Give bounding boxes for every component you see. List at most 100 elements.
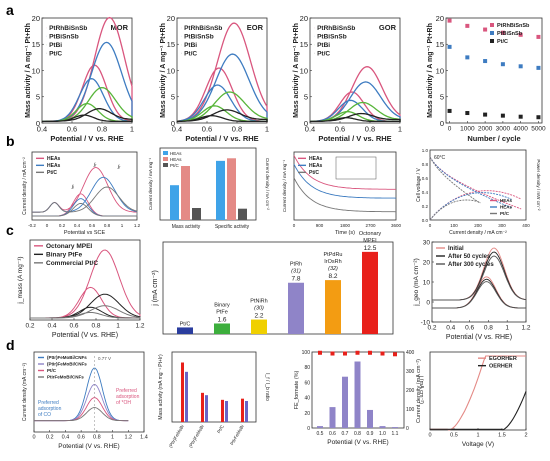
a3-tag: GOR (379, 23, 397, 32)
d1-ylabel: Current density (mA cm⁻²) (22, 363, 28, 422)
b4-ytick-label: 0.4 (422, 190, 429, 195)
a1-xlabel: Potential / V vs. RHE (50, 134, 123, 143)
d1-xtick-label: 1.2 (124, 435, 132, 441)
b4-xtick-label: 200 (474, 223, 482, 228)
a3-ylabel: Mass activity / A mg⁻¹ Pt+Rh (293, 23, 300, 118)
d1-legend-label: Pt/C (47, 368, 57, 373)
d3-fe-point (343, 351, 347, 356)
b4-xtick-label: 0 (429, 223, 432, 228)
a3-xtick-label: 0.8 (365, 125, 375, 134)
a3-ytick-label: 20 (300, 14, 308, 23)
panel-label-a: a (6, 2, 14, 18)
a3-xtick-label: 0.6 (335, 125, 345, 134)
b3-ylabel: Current density / mA mg⁻¹ (282, 159, 287, 212)
b2-bar-1 (181, 166, 190, 220)
d2-category-label: Pt/C (216, 423, 225, 434)
d3-bar (392, 427, 398, 428)
c2-bar-0 (177, 327, 193, 334)
c2-value-label: 7.8 (291, 276, 300, 283)
d3-fe-point (368, 350, 372, 355)
a1-legend-label: Pt/C (49, 51, 62, 58)
b4-voltage-1 (429, 156, 512, 209)
a3-ytick-label: 5 (304, 93, 308, 102)
d3-ytick2-label: 0 (307, 426, 310, 432)
b4-xtick-label: 400 (522, 223, 530, 228)
c2-category-label: PtRh (290, 262, 302, 268)
b2-bar-0 (170, 185, 179, 220)
d4-series-1 (430, 391, 527, 431)
d3-bar (379, 426, 386, 428)
b4-ytick-label: 1.0 (422, 148, 429, 153)
a3-legend-label: PtBi (317, 42, 330, 49)
a2-legend-label: PtBiSnSb (184, 34, 214, 41)
d1-annotation: of CO (38, 412, 51, 418)
a2-legend-label: PtBi (184, 42, 197, 49)
c3-ytick-label: 0 (426, 299, 430, 306)
a4-ytick-label: 5 (440, 93, 444, 102)
c1-xtick-label: 0.8 (91, 323, 100, 330)
b4-ylabel: Cell voltage / V (416, 168, 422, 202)
d3-xtick-label: 0.7 (342, 431, 349, 437)
a4-point-PtRhBiSnSb (518, 32, 523, 37)
d3-fe-point (318, 350, 322, 355)
c3-xtick-label: 1 (505, 325, 509, 332)
b2-legend-label: HEAs (170, 151, 182, 156)
d3-ytick-label: 300 (406, 369, 415, 375)
d4-xtick-label: 1 (476, 433, 479, 439)
a2-series-PtBiSnSb (176, 53, 268, 123)
c1-xtick-label: 1.2 (135, 323, 144, 330)
c1-legend-label: Octonary MPEI (46, 243, 92, 250)
a1-xtick-label: 0.4 (37, 125, 47, 134)
a2-ytick-label: 10 (167, 66, 175, 75)
a4-xlabel: Number / cycle (467, 134, 520, 143)
c3-ytick-label: 20 (423, 259, 431, 266)
d3-xtick-label: 0.5 (317, 431, 324, 437)
a4-ytick-label: 10 (436, 66, 444, 75)
d2-bar (241, 398, 244, 422)
b3-xtick-label: 1800 (340, 223, 351, 228)
d3-ylabel2: j (mA cm⁻²) (418, 375, 424, 404)
d2-ylabel2: I_f / I_b ratio (264, 373, 270, 401)
b2-ylabel: Current density / mA mg⁻¹ (148, 157, 153, 210)
c2-category-label: PtNiRh (250, 299, 267, 305)
b1-series-2 (32, 186, 138, 217)
c2-category-label: (30) (254, 306, 264, 312)
b4-power-2 (429, 199, 481, 221)
c3-legend-label: After 50 cycles (448, 254, 491, 260)
d1-xtick-label: 0.6 (77, 435, 85, 441)
a4-legend-swatch (490, 23, 494, 27)
a2-legend-label: Pt/C (184, 51, 197, 58)
c2-bar-5 (362, 251, 378, 334)
c2-category-label: PtPdRu (324, 252, 343, 258)
b1-xtick-label: 0 (46, 223, 49, 228)
c3-legend-label: After 300 cycles (448, 262, 494, 268)
a4-xtick-label: 4000 (513, 126, 528, 133)
d4-legend-label: EGORHER (489, 356, 517, 362)
b4-xtick-label: 300 (498, 223, 506, 228)
c2-value-label: 12.5 (364, 245, 377, 252)
c1-legend-label: Commercial Pt/C (46, 260, 98, 267)
a4-xtick-label: 1000 (460, 126, 475, 133)
b1-legend-label: HEAs (47, 163, 61, 169)
a4-point-Pt/C (500, 113, 505, 118)
b2-legend-label: Pt/C (170, 163, 180, 168)
d1-xtick-label: 0.8 (93, 435, 101, 441)
panel-label-b: b (6, 133, 15, 149)
a1-xtick-label: 0.8 (97, 125, 107, 134)
panel-label-c: c (6, 222, 14, 238)
a3-xtick-label: 1 (398, 125, 402, 134)
c2-category-label: MPEI (363, 238, 377, 244)
c2-bar-4 (325, 280, 341, 334)
b4-frame (429, 149, 527, 221)
b4-xtick-label: 100 (450, 223, 458, 228)
a4-legend-label: PtBiSnSb (497, 31, 523, 37)
b1-ylabel: Current density / mA cm⁻² (22, 157, 28, 215)
d3-ytick2-label: 100 (302, 350, 311, 356)
c2-value-label: 8.2 (328, 273, 337, 280)
d3-xtick-label: 0.6 (329, 431, 336, 437)
c2-value-label: 2.2 (254, 313, 263, 320)
a4-point-PtRhBiSnSb (447, 18, 452, 23)
d3-xtick-label: 0.8 (354, 431, 361, 437)
a1-ylabel: Mass activity / A mg⁻¹ Pt+Rh (25, 23, 32, 118)
